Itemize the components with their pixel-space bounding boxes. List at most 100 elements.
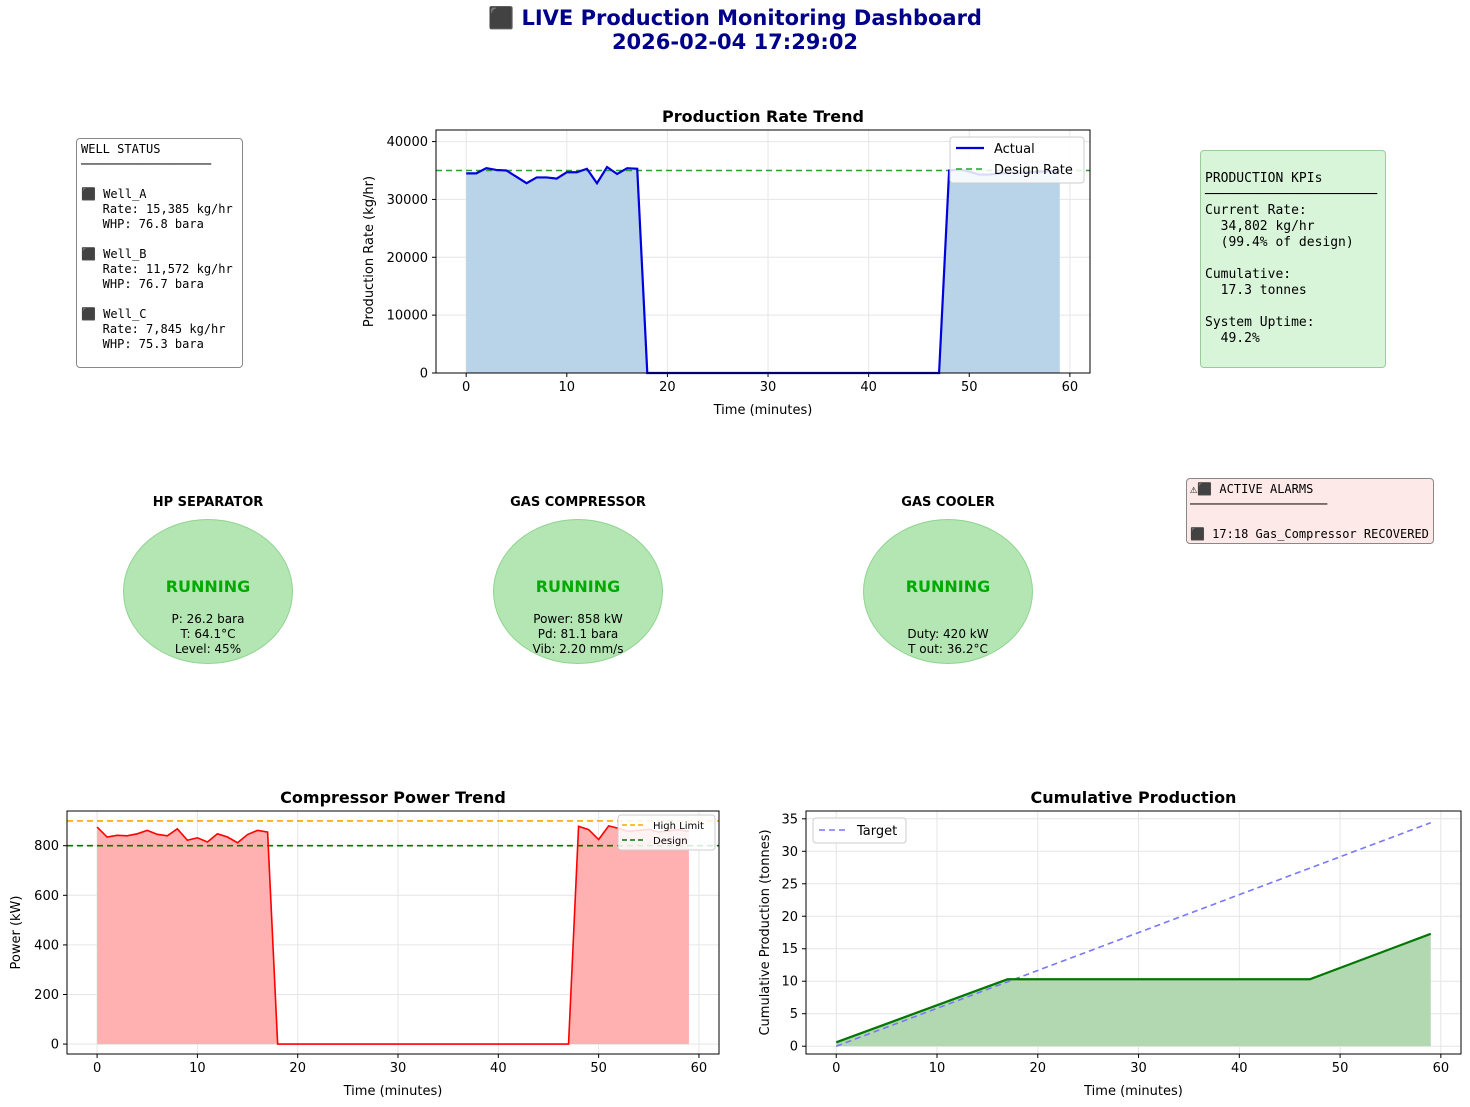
well-b-name: ⬛ Well_B [81,247,147,261]
y-tick-label: 10 [781,975,798,990]
active-alarms-panel: ⚠⬛ ACTIVE ALARMS ─────────────────── ⬛ 17… [1186,478,1434,544]
legend-design-label: Design [653,836,688,847]
y-tick-label: 20 [781,910,798,925]
plot-frame [805,810,1462,1055]
dashboard-title: ⬛ LIVE Production Monitoring Dashboard 2… [0,6,1470,54]
x-tick-label: 60 [1433,1061,1450,1076]
production-chart-group [432,129,1091,377]
power-series-line [96,824,690,1045]
x-axis-label: Time (minutes) [1083,1084,1183,1099]
y-tick-label: 200 [34,988,59,1003]
power-chart-group [63,810,720,1058]
x-axis-label: Time (minutes) [713,403,813,418]
x-tick-label: 20 [1029,1061,1046,1076]
legend-high-limit-label: High Limit [653,821,704,832]
y-tick-label: 10000 [387,309,428,324]
x-tick-label: 50 [590,1061,607,1076]
well-status-panel: WELL STATUS ────────────────── ⬛ Well_A R… [76,138,243,368]
x-tick-label: 0 [462,380,470,395]
legend-box [617,814,716,851]
gas-compressor-vibration: Vib: 2.20 mm/s [532,642,624,656]
x-tick-label: 50 [1332,1061,1349,1076]
production-kpi-panel: PRODUCTION KPIs ────────────────────── Cur… [1200,150,1386,368]
well-a-name: ⬛ Well_A [81,187,147,201]
y-tick-label: 600 [34,889,59,904]
kpi-current-rate-pct: (99.4% of design) [1205,235,1354,250]
gas-compressor-status-indicator [493,519,663,664]
y-tick-label: 30000 [387,193,428,208]
well-c-whp: WHP: 75.3 bara [81,337,204,351]
hp-separator-status-indicator [123,519,293,664]
hp-separator-title: HP SEPARATOR [152,495,264,510]
x-tick-label: 60 [691,1061,708,1076]
gas-cooler-duty: Duty: 420 kW [907,627,989,641]
alarm-item: ⬛ 17:18 Gas_Compressor RECOVERED [1190,527,1429,541]
power-area-fill [97,825,689,1045]
kpi-rule: ────────────────────── [1205,187,1378,202]
x-tick-label: 40 [490,1061,507,1076]
kpi-current-rate-label: Current Rate: [1205,203,1307,218]
gas-cooler-title: GAS COOLER [901,495,995,510]
well-b-whp: WHP: 76.7 bara [81,277,204,291]
y-axis-label: Power (kW) [9,896,24,970]
legend-target-label: Target [856,824,897,839]
y-tick-label: 0 [420,367,428,382]
gas-compressor-power: Power: 858 kW [533,612,623,626]
gas-compressor-discharge-pressure: Pd: 81.1 bara [537,627,619,641]
x-tick-label: 40 [860,380,877,395]
hp-separator-details: P: 26.2 bara T: 64.1°C Level: 45% [123,612,293,657]
y-tick-label: 5 [790,1007,798,1022]
hp-separator-pressure: P: 26.2 bara [171,612,245,626]
x-tick-label: 20 [659,380,676,395]
well-status-rule: ────────────────── [81,157,212,171]
y-tick-label: 40000 [387,135,428,150]
cumulative-series-line [835,932,1432,1044]
production-area-fill [466,167,1060,373]
x-tick-label: 0 [93,1061,101,1076]
kpi-cumulative-label: Cumulative: [1205,267,1292,282]
dashboard-title-text: ⬛ LIVE Production Monitoring Dashboard [488,6,982,30]
well-b-rate: Rate: 11,572 kg/hr [81,262,233,276]
y-tick-label: 20000 [387,251,428,266]
gas-cooler-status: RUNNING [905,577,991,596]
x-tick-label: 30 [760,380,777,395]
y-axis-label: Production Rate (kg/hr) [362,176,377,327]
well-status-header: WELL STATUS [81,142,161,156]
x-tick-label: 10 [559,380,576,395]
cumulative-area-fill [836,933,1431,1047]
dashboard-timestamp: 2026-02-04 17:29:02 [611,30,859,54]
legend-box [812,817,907,844]
alarms-header: ⚠⬛ ACTIVE ALARMS [1190,482,1314,496]
chart-title: Cumulative Production [1031,788,1237,807]
x-tick-label: 40 [1231,1061,1248,1076]
y-tick-label: 0 [51,1038,59,1053]
legend-design-label: Design Rate [994,163,1073,178]
x-tick-label: 50 [961,380,978,395]
kpi-uptime-label: System Uptime: [1205,315,1315,330]
kpi-header: PRODUCTION KPIs [1205,171,1323,186]
hp-separator-status: RUNNING [165,577,251,596]
hp-separator-temperature: T: 64.1°C [180,627,236,641]
alarms-rule: ─────────────────── [1190,497,1328,511]
x-tick-label: 10 [929,1061,946,1076]
y-tick-label: 15 [781,942,798,957]
y-tick-label: 800 [34,839,59,854]
x-tick-label: 10 [189,1061,206,1076]
chart-title: Production Rate Trend [662,107,864,126]
gas-compressor-details: Power: 858 kW Pd: 81.1 bara Vib: 2.20 mm… [493,612,663,657]
x-tick-label: 60 [1062,380,1079,395]
kpi-cumulative-value: 17.3 tonnes [1205,283,1307,298]
x-tick-label: 0 [832,1061,840,1076]
y-tick-label: 25 [781,877,798,892]
y-tick-label: 30 [781,845,798,860]
cumulative-chart-group [802,810,1462,1058]
y-tick-label: 0 [790,1040,798,1055]
y-tick-label: 35 [781,812,798,827]
well-a-rate: Rate: 15,385 kg/hr [81,202,233,216]
gas-cooler-outlet-temperature: T out: 36.2°C [908,642,988,656]
plot-frame [435,129,1091,374]
well-c-rate: Rate: 7,845 kg/hr [81,322,226,336]
gas-compressor-status: RUNNING [535,577,621,596]
hp-separator-level: Level: 45% [174,642,242,656]
